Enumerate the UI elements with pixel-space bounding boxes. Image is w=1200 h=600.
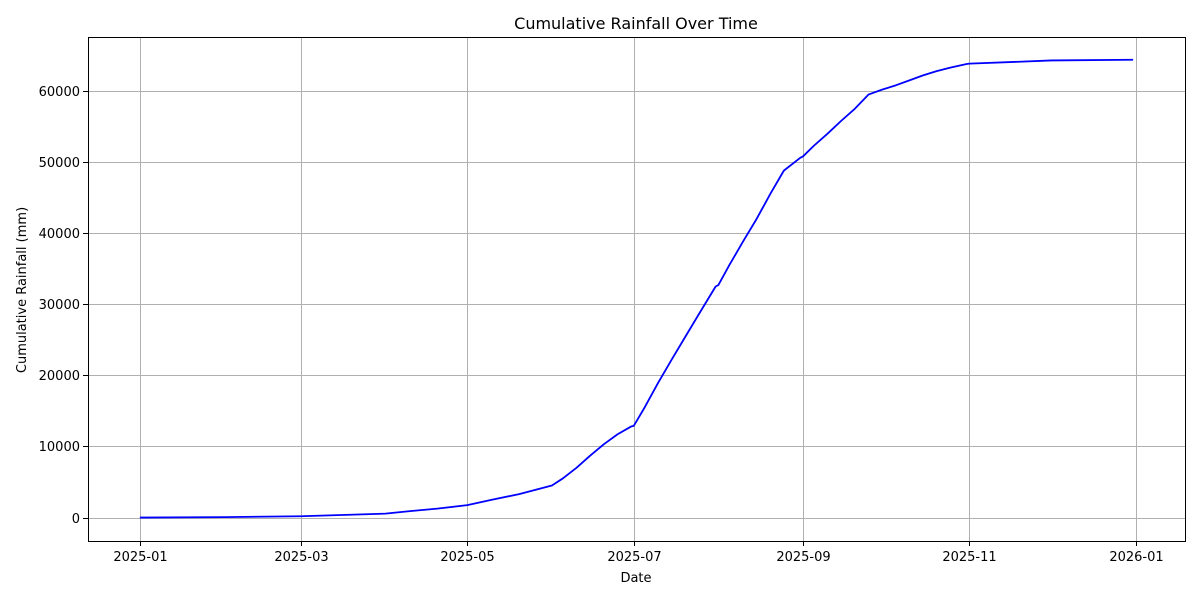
y-tick-label: 60000	[39, 85, 80, 100]
x-axis-ticks: 2025-01 2025-03 2025-05 2025-07 2025-09 2025-…	[113, 541, 1164, 565]
y-tick-label: 30000	[39, 298, 80, 313]
x-tick-label: 2025-01	[113, 550, 167, 565]
y-axis-ticks: 0 10000 20000 30000 40000 50000 60000	[39, 85, 88, 527]
rainfall-line	[139, 58, 1134, 519]
grid	[88, 37, 1185, 541]
series-layer	[139, 58, 1134, 519]
x-tick-label: 2026-01	[1109, 550, 1163, 565]
y-tick-label: 50000	[39, 156, 80, 171]
x-tick-label: 2025-07	[607, 550, 661, 565]
chart-title: Cumulative Rainfall Over Time	[514, 14, 758, 33]
y-tick-label: 0	[72, 512, 80, 527]
y-axis-label: Cumulative Rainfall (mm)	[15, 207, 30, 373]
y-tick-label: 20000	[39, 369, 80, 384]
x-tick-label: 2025-03	[274, 550, 328, 565]
x-tick-label: 2025-09	[776, 550, 830, 565]
plot-frame	[88, 37, 1186, 542]
x-tick-label: 2025-05	[440, 550, 494, 565]
y-tick-label: 40000	[39, 227, 80, 242]
x-tick-label: 2025-11	[942, 550, 996, 565]
x-axis-label: Date	[620, 571, 651, 586]
y-tick-label: 10000	[39, 440, 80, 455]
